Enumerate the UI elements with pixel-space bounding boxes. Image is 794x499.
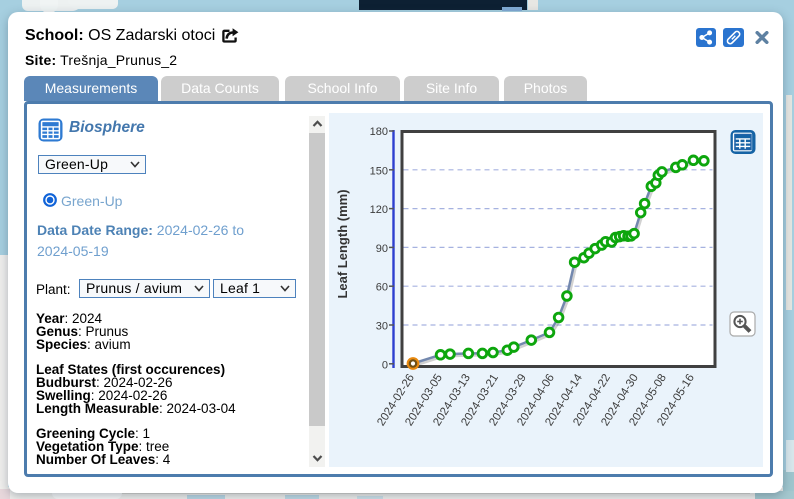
svg-text:60: 60 — [376, 282, 388, 294]
svg-text:30: 30 — [376, 321, 388, 333]
svg-text:180: 180 — [370, 126, 388, 138]
svg-text:Leaf Length (mm): Leaf Length (mm) — [335, 189, 350, 298]
svg-text:0: 0 — [382, 359, 388, 371]
svg-text:150: 150 — [370, 165, 388, 177]
svg-text:90: 90 — [376, 243, 388, 255]
svg-text:120: 120 — [370, 204, 388, 216]
